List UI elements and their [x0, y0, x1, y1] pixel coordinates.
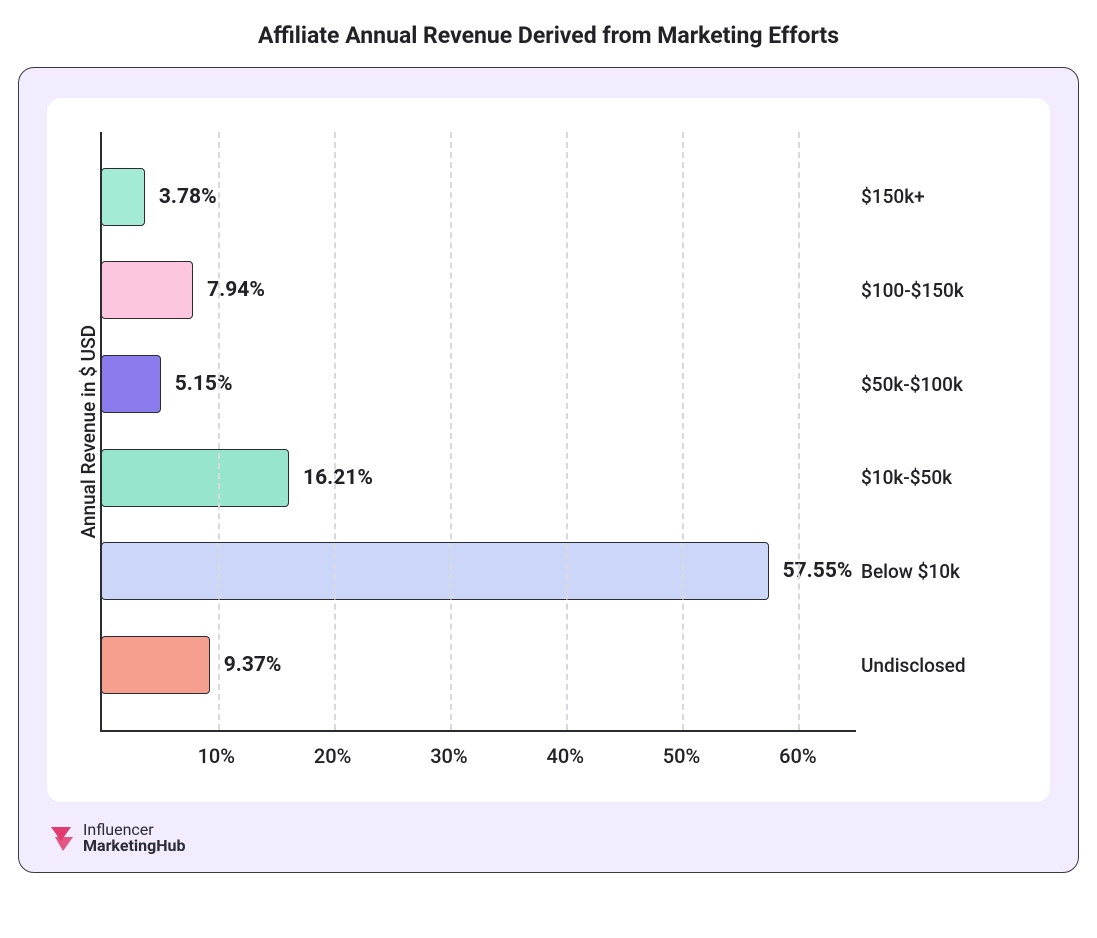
category-labels: $150k+ $100-$150k $50k-$100k $10k-$50k Below…: [861, 132, 1026, 730]
category-label: $50k-$100k: [861, 355, 1026, 413]
category-label: $150k+: [861, 168, 1026, 226]
category-label: Below $10k: [861, 542, 1026, 600]
bars-container: 3.78% 7.94% 5.15% 16.21% 57.55% 9.37%: [102, 132, 856, 730]
gridline: [218, 132, 220, 730]
bar: [101, 636, 210, 694]
y-axis-label: Annual Revenue in $ USD: [71, 325, 100, 539]
gridline: [798, 132, 800, 730]
brand-icon: [49, 823, 75, 853]
bar-row: 7.94%: [102, 261, 856, 319]
chart: Annual Revenue in $ USD 3.78% 7.94% 5.15% 1…: [71, 132, 1026, 772]
bar-value-label: 57.55%: [783, 559, 853, 583]
gridline: [682, 132, 684, 730]
x-tick-label: 40%: [546, 744, 583, 768]
bar: [101, 168, 145, 226]
plot-area: 3.78%7.94%5.15%16.21%57.55%9.37% $150k+$…: [100, 132, 856, 732]
bar-value-label: 7.94%: [207, 278, 265, 302]
brand-text: Influencer MarketingHub: [83, 822, 185, 854]
bar: [101, 355, 161, 413]
bar-row: 9.37%: [102, 636, 856, 694]
category-label: $10k-$50k: [861, 449, 1026, 507]
bar: [101, 449, 289, 507]
outer-panel: Annual Revenue in $ USD 3.78% 7.94% 5.15% 1…: [18, 67, 1079, 873]
bar: [101, 542, 769, 600]
x-tick-label: 30%: [430, 744, 467, 768]
bar-value-label: 9.37%: [224, 653, 282, 677]
x-axis-ticks: 10% 20% 30% 40% 50% 60%: [100, 732, 856, 772]
bar-row: 57.55%: [102, 542, 856, 600]
bar-value-label: 5.15%: [175, 372, 233, 396]
bar-row: 3.78%: [102, 168, 856, 226]
bar-value-label: 3.78%: [159, 185, 217, 209]
bar: [101, 261, 193, 319]
category-label: Undisclosed: [861, 636, 1026, 694]
chart-title: Affiliate Annual Revenue Derived from Ma…: [0, 0, 1097, 67]
inner-panel: Annual Revenue in $ USD 3.78% 7.94% 5.15% 1…: [47, 98, 1050, 802]
bar-value-label: 16.21%: [303, 466, 373, 490]
plot: 3.78%7.94%5.15%16.21%57.55%9.37% $150k+$…: [100, 132, 1026, 772]
gridline: [566, 132, 568, 730]
brand-line-2: MarketingHub: [83, 838, 185, 854]
footer-logo: Influencer MarketingHub: [49, 822, 185, 854]
x-tick-label: 60%: [779, 744, 816, 768]
bar-row: 16.21%: [102, 449, 856, 507]
x-tick-label: 10%: [198, 744, 235, 768]
category-label: $100-$150k: [861, 261, 1026, 319]
x-tick-label: 50%: [663, 744, 700, 768]
gridline: [334, 132, 336, 730]
x-tick-label: 20%: [314, 744, 351, 768]
gridline: [450, 132, 452, 730]
bar-row: 5.15%: [102, 355, 856, 413]
